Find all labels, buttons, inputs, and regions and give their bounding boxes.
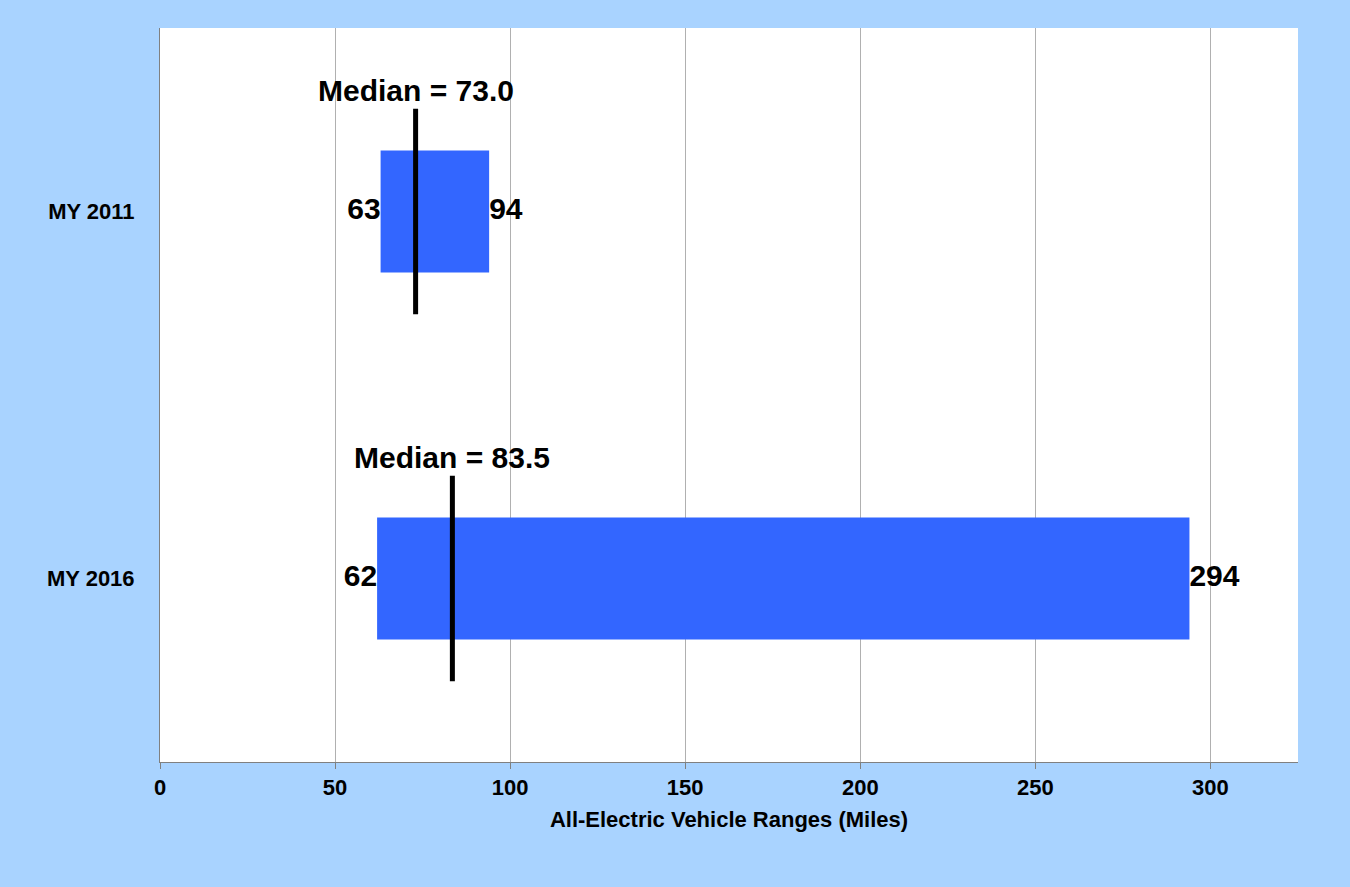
svg-text:62: 62 [344, 559, 377, 592]
svg-text:Median = 83.5: Median = 83.5 [354, 441, 550, 474]
svg-text:100: 100 [492, 775, 529, 800]
svg-text:294: 294 [1189, 559, 1239, 592]
svg-text:50: 50 [323, 775, 347, 800]
svg-text:MY 2011: MY 2011 [48, 199, 134, 224]
svg-text:250: 250 [1017, 775, 1054, 800]
svg-text:94: 94 [489, 192, 523, 225]
svg-text:200: 200 [842, 775, 879, 800]
svg-text:0: 0 [154, 775, 166, 800]
svg-text:Median = 73.0: Median = 73.0 [318, 74, 514, 107]
svg-text:MY 2016: MY 2016 [47, 566, 135, 591]
svg-text:150: 150 [667, 775, 704, 800]
svg-text:63: 63 [347, 192, 380, 225]
svg-text:300: 300 [1192, 775, 1229, 800]
svg-text:All-Electric Vehicle Ranges (M: All-Electric Vehicle Ranges (Miles) [550, 807, 908, 832]
